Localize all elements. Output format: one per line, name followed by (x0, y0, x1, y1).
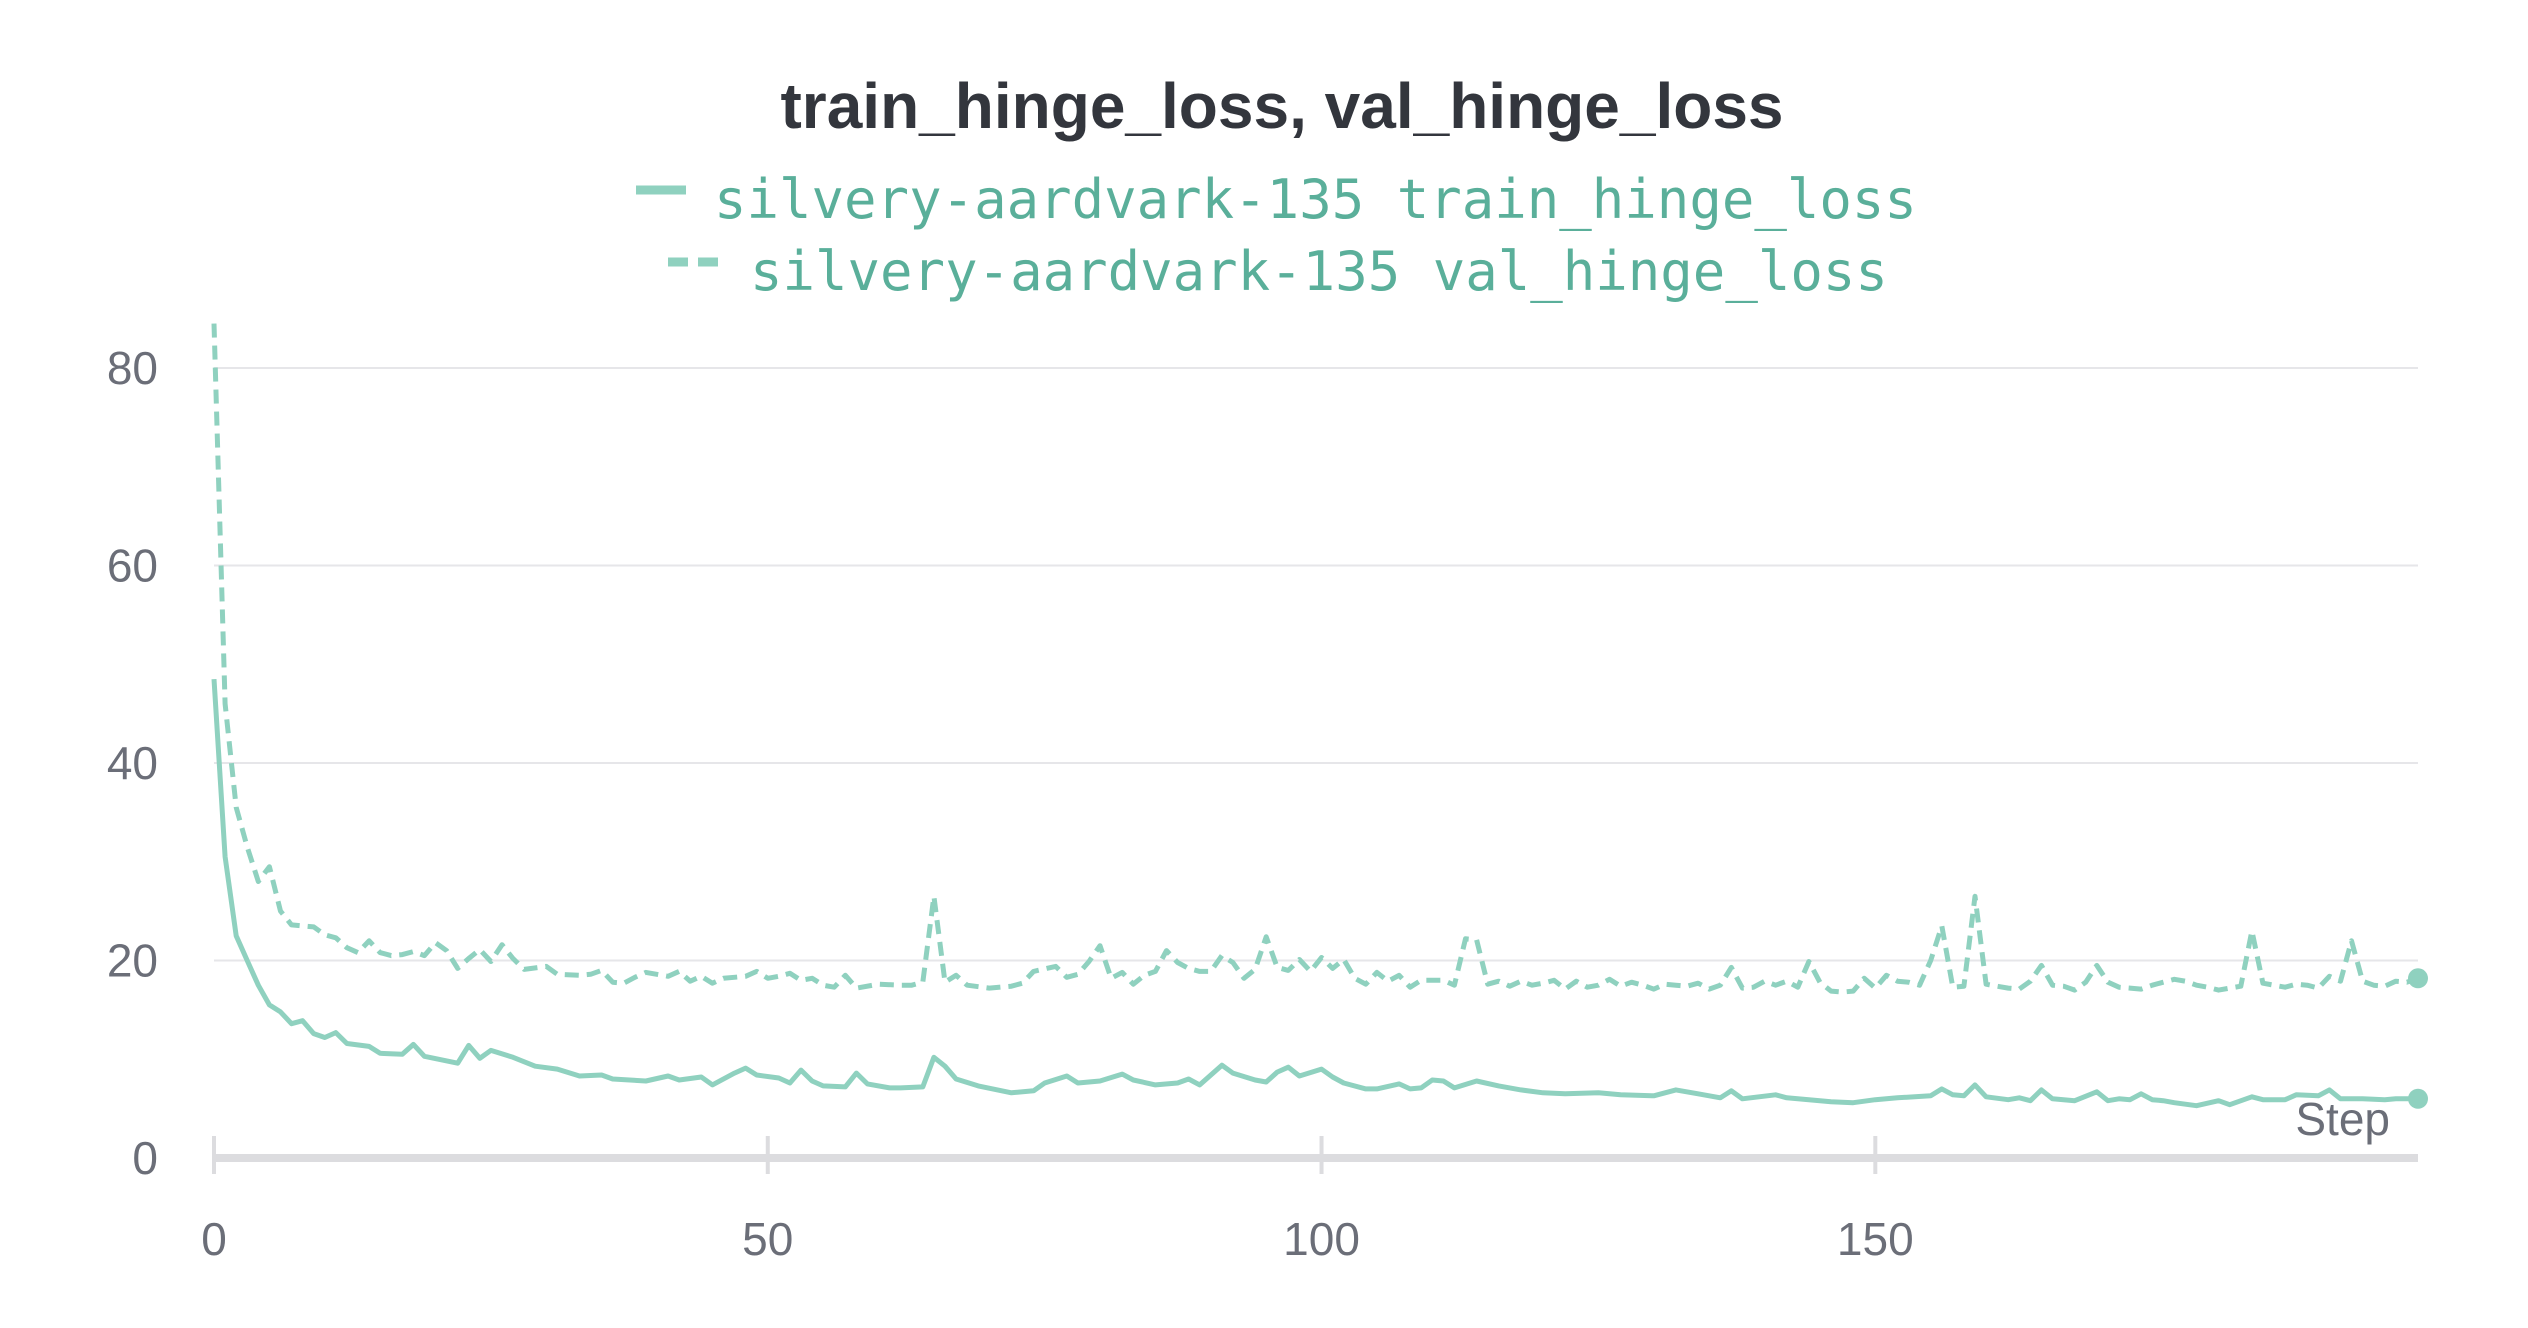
legend-item-val[interactable]: silvery-aardvark-135 val_hinge_loss (668, 240, 1888, 303)
legend-label-val: silvery-aardvark-135 val_hinge_loss (750, 240, 1888, 303)
y-tick-label: 0 (132, 1132, 158, 1184)
x-tick-label: 150 (1837, 1213, 1914, 1265)
legend: silvery-aardvark-135 train_hinge_loss si… (636, 168, 1917, 303)
axes: 0 20 40 60 80 0 50 100 150 (107, 342, 2418, 1265)
series-line-train[interactable] (211, 678, 2418, 1109)
x-tick-label: 0 (201, 1213, 227, 1265)
series-end-marker (2408, 1088, 2428, 1109)
y-tick-label: 60 (107, 540, 158, 592)
legend-item-train[interactable]: silvery-aardvark-135 train_hinge_loss (636, 168, 1917, 231)
series-end-marker (2408, 968, 2428, 989)
y-tick-label: 20 (107, 935, 158, 987)
x-tick-label: 100 (1283, 1213, 1360, 1265)
chart-title: train_hinge_loss, val_hinge_loss (780, 70, 1783, 142)
gridlines (214, 367, 2418, 962)
series (211, 323, 2428, 1109)
series-line-val[interactable] (211, 323, 2419, 995)
legend-label-train: silvery-aardvark-135 train_hinge_loss (714, 168, 1917, 231)
y-tick-label: 80 (107, 342, 158, 394)
y-tick-label: 40 (107, 737, 158, 789)
x-tick-label: 50 (742, 1213, 793, 1265)
x-axis-title: Step (2295, 1093, 2390, 1145)
